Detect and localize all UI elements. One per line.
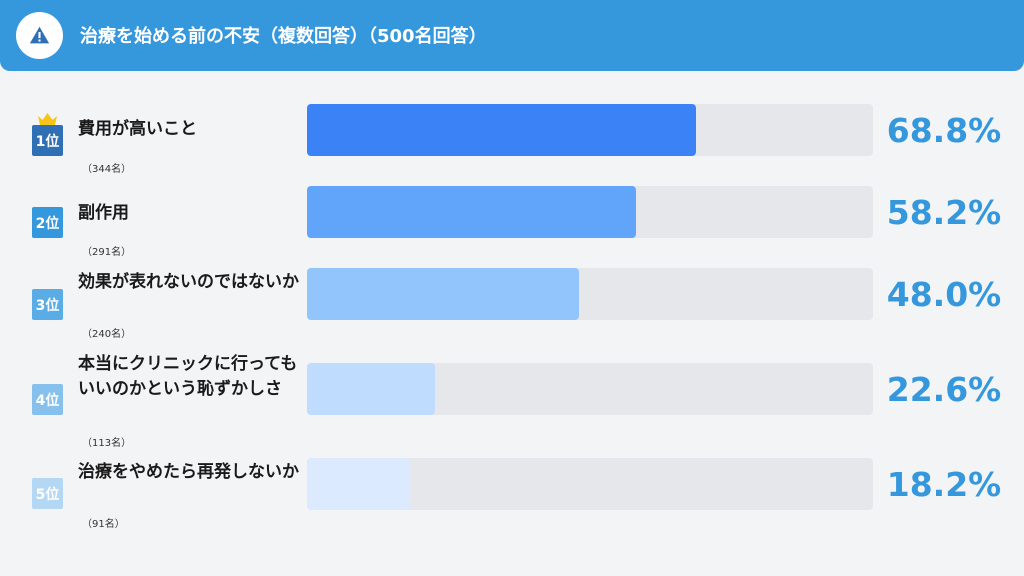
bar-track-2 (307, 186, 873, 238)
item-count-4: （113名） (82, 438, 132, 449)
percentage-label-2: 58.2% (886, 193, 1002, 232)
header-bar: 治療を始める前の不安（複数回答）（500名回答） (0, 0, 1024, 71)
item-label-3: 効果が表れないのではないか (78, 272, 299, 292)
bar-track-4 (307, 363, 873, 415)
rank-badge-4: 4位 (32, 384, 63, 415)
page-title: 治療を始める前の不安（複数回答）（500名回答） (80, 26, 487, 47)
item-label-5: 治療をやめたら再発しないか (78, 462, 299, 482)
crown-icon (38, 113, 57, 125)
percentage-label-3: 48.0% (886, 275, 1002, 314)
bar-fill-5 (307, 458, 410, 510)
bar-fill-3 (307, 268, 579, 320)
bar-track-1 (307, 104, 873, 156)
percentage-label-5: 18.2% (886, 465, 1002, 504)
rank-badge-5: 5位 (32, 478, 63, 509)
item-label-1: 費用が高いこと (78, 119, 197, 139)
percentage-label-1: 68.8% (886, 111, 1002, 150)
percentage-label-4: 22.6% (886, 370, 1002, 409)
warning-badge (16, 12, 63, 59)
rank-badge-3: 3位 (32, 289, 63, 320)
item-count-2: （291名） (82, 247, 132, 258)
warning-icon (29, 26, 50, 44)
item-label-4: 本当にクリニックに行ってもいいのかという恥ずかしさ (78, 354, 298, 399)
item-label-2: 副作用 (78, 203, 129, 223)
bar-track-5 (307, 458, 873, 510)
item-count-3: （240名） (82, 329, 132, 340)
rank-badge-1: 1位 (32, 125, 63, 156)
item-count-1: （344名） (82, 164, 132, 175)
bar-track-3 (307, 268, 873, 320)
item-count-5: （91名） (82, 519, 125, 530)
bar-fill-2 (307, 186, 637, 238)
rank-badge-2: 2位 (32, 207, 63, 238)
bar-fill-1 (307, 104, 697, 156)
bar-fill-4 (307, 363, 435, 415)
